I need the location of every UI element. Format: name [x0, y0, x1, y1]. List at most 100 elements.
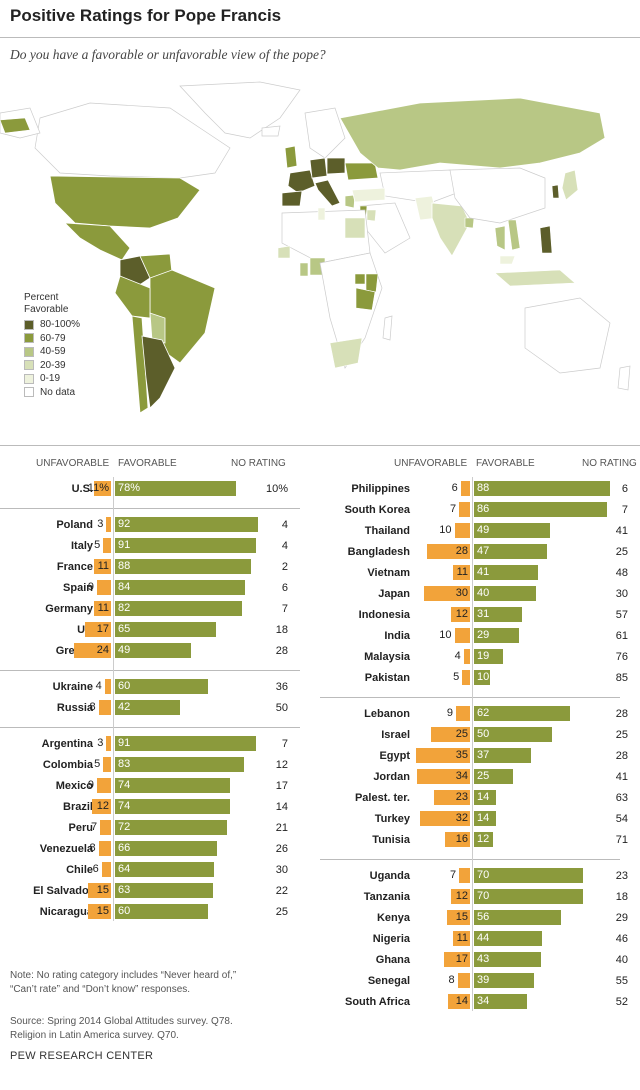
unfavorable-value: 6	[451, 482, 458, 494]
legend-swatch	[24, 319, 34, 330]
country-label: India	[384, 630, 410, 642]
no-rating-value: 4	[281, 540, 288, 552]
favorable-bar	[474, 481, 611, 496]
right-header-no-rating: NO RATING	[582, 458, 637, 469]
country-label: Pakistan	[364, 672, 410, 684]
country-label: Chile	[66, 864, 93, 876]
unfavorable-bar	[457, 973, 470, 988]
favorable-value: 47	[477, 545, 490, 557]
country-label: Ukraine	[52, 681, 93, 693]
no-rating-value: 85	[615, 672, 628, 684]
unfavorable-value: 15	[455, 911, 468, 923]
map-ghana	[299, 262, 309, 277]
favorable-value: 63	[118, 884, 131, 896]
favorable-bar	[474, 868, 583, 883]
favorable-value: 44	[477, 932, 490, 944]
legend-label: 0-19	[40, 373, 61, 385]
unfavorable-bar	[463, 649, 470, 664]
legend-item: 20-39	[24, 359, 80, 373]
favorable-value: 25	[477, 770, 490, 782]
no-rating-value: 14	[275, 801, 288, 813]
unfavorable-value: 25	[455, 728, 468, 740]
country-label: Turkey	[374, 813, 410, 825]
unfavorable-value: 24	[96, 644, 109, 656]
favorable-value: 70	[477, 890, 490, 902]
country-label: El Salvador	[33, 885, 93, 897]
favorable-bar	[115, 862, 215, 877]
favorable-value: 60	[118, 680, 131, 692]
group-separator	[0, 669, 300, 671]
map-jordan	[366, 209, 377, 222]
unfavorable-bar	[97, 580, 111, 595]
map-legend: Percent Favorable 80-100% 60-79 40-59 20-39…	[24, 292, 80, 399]
map-new-zealand	[617, 365, 631, 391]
unfavorable-value: 15	[96, 884, 109, 896]
legend-swatch	[24, 373, 34, 384]
country-label: Japan	[378, 588, 410, 600]
country-label: Poland	[56, 519, 93, 531]
favorable-bar	[115, 799, 230, 814]
no-rating-value: 21	[275, 822, 288, 834]
unfavorable-value: 14	[455, 995, 468, 1007]
favorable-value: 19	[477, 650, 490, 662]
no-rating-value: 7	[281, 603, 288, 615]
left-header-favorable: FAVORABLE	[118, 458, 177, 469]
unfavorable-value: 34	[455, 770, 468, 782]
country-label: South Africa	[345, 996, 410, 1008]
favorable-bar	[115, 559, 252, 574]
favorable-bar	[474, 769, 513, 784]
country-label: Egypt	[379, 750, 410, 762]
unfavorable-value: 11%	[87, 482, 109, 494]
unfavorable-bar	[460, 481, 470, 496]
favorable-value: 84	[118, 581, 131, 593]
favorable-value: 86	[477, 503, 490, 515]
favorable-value: 88	[477, 482, 490, 494]
no-rating-value: 28	[615, 750, 628, 762]
favorable-bar	[474, 748, 532, 763]
map-greece	[344, 194, 356, 209]
unfavorable-bar	[98, 841, 111, 856]
unfavorable-value: 3	[97, 737, 104, 749]
map-canada	[34, 102, 231, 179]
unfavorable-bar	[106, 517, 111, 532]
map-vietnam	[507, 219, 521, 251]
favorable-value: 39	[477, 974, 490, 986]
favorable-bar	[474, 727, 552, 742]
favorable-value: 74	[118, 800, 131, 812]
favorable-value: 50	[477, 728, 490, 740]
favorable-value: 42	[118, 701, 131, 713]
favorable-value: 10	[477, 671, 490, 683]
favorable-bar	[474, 523, 550, 538]
group-separator	[320, 858, 620, 860]
no-rating-value: 7	[281, 738, 288, 750]
unfavorable-value: 17	[455, 953, 468, 965]
group-separator	[320, 696, 620, 698]
country-label: Colombia	[42, 759, 93, 771]
favorable-value: 78%	[118, 482, 141, 494]
map-russia	[339, 97, 606, 171]
footer-pew: PEW RESEARCH CENTER	[10, 1050, 154, 1062]
unfavorable-bar	[417, 769, 470, 784]
no-rating-value: 48	[615, 567, 628, 579]
source-line1: Source: Spring 2014 Global Attitudes sur…	[10, 1016, 233, 1027]
title-divider	[0, 37, 640, 38]
map-bangladesh	[464, 217, 475, 229]
source-line2: Religion in Latin America survey. Q70.	[10, 1030, 179, 1041]
unfavorable-value: 28	[455, 545, 468, 557]
unfavorable-bar	[103, 538, 111, 553]
country-label: Jordan	[373, 771, 410, 783]
unfavorable-bar	[459, 868, 470, 883]
no-rating-value: 25	[275, 906, 288, 918]
country-label: Senegal	[367, 975, 410, 987]
favorable-bar	[115, 538, 257, 553]
no-rating-value: 18	[615, 891, 628, 903]
country-label: Italy	[70, 540, 93, 552]
unfavorable-value: 9	[446, 707, 454, 719]
no-rating-value: 17	[275, 780, 288, 792]
country-label: France	[56, 561, 93, 573]
unfavorable-bar	[451, 607, 470, 622]
no-rating-value: 63	[615, 792, 628, 804]
country-label: Venezuela	[39, 843, 93, 855]
favorable-bar	[115, 679, 208, 694]
legend-label: 60-79	[40, 332, 66, 344]
